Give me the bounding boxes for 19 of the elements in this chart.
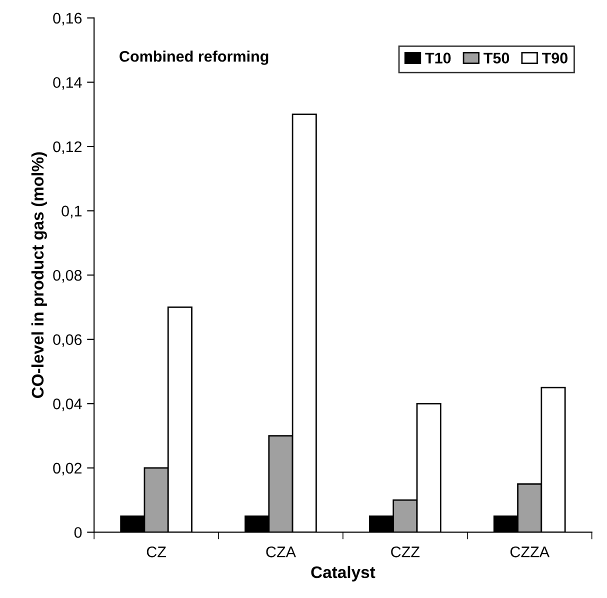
y-tick-label: 0,14 [53,77,82,90]
y-tick-label: 0,04 [53,398,82,412]
x-tick-label: CZ [146,546,166,558]
legend-label: T10 [425,52,451,64]
legend-label: T50 [484,52,510,64]
legend-label: T90 [542,52,568,64]
y-tick-label: 0,08 [53,270,82,283]
x-tick-label: CZA [266,546,296,558]
y-axis-title: CO-level in product gas (mol%) [31,152,47,398]
x-tick-label: CZZ [391,546,420,558]
y-tick-label: 0,1 [62,206,82,218]
y-tick-label: 0,06 [53,334,82,347]
annotation: Combined reforming [120,50,268,65]
y-tick-label: 0,16 [53,12,82,26]
y-tick-label: 0,02 [53,462,82,476]
y-tick-label: 0,12 [53,141,82,154]
y-tick-label: 0 [74,527,82,538]
x-axis-title: Catalyst [311,566,376,582]
x-tick-label: CZZA [510,546,550,558]
